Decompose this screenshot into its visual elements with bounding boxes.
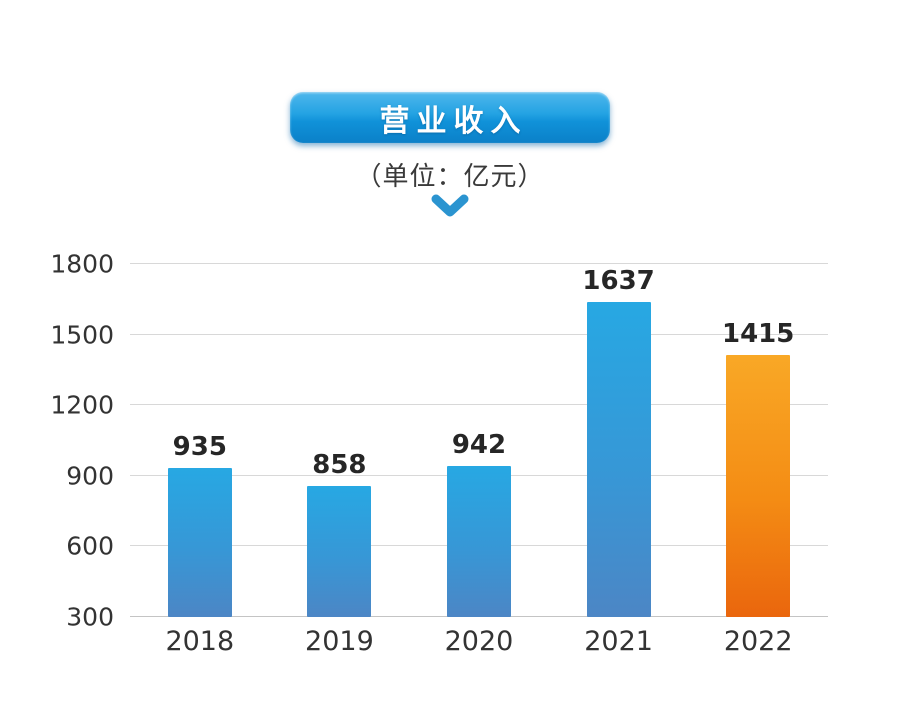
x-axis-tick-label-2022: 2022: [723, 626, 793, 657]
bar-slot-2021: 1637 2021: [549, 264, 689, 655]
gridline-1500: [130, 333, 828, 335]
y-axis-tick-label-1200: 1200: [50, 390, 114, 420]
bars-row: 935 2018 858 2019 942 2020 1637 2021 1415 2022: [130, 264, 828, 655]
bar-slot-2019: 858 2019: [270, 264, 410, 655]
bar-slot-2022: 1415 2022: [688, 264, 828, 655]
bar-value-label-2018: 935: [172, 431, 227, 462]
y-axis-tick-label-600: 600: [66, 531, 114, 561]
chevron-down-icon: [429, 193, 471, 219]
title-badge: 营业收入: [290, 92, 610, 143]
bar-2021: [586, 302, 651, 617]
bar-value-label-2020: 942: [451, 429, 507, 460]
bar-value-label-2019: 858: [312, 449, 367, 480]
x-axis-tick-label-2021: 2021: [584, 626, 653, 657]
bar-value-label-2021: 1637: [582, 266, 655, 297]
y-axis-tick-label-1500: 1500: [50, 320, 114, 350]
bar-value-label-2022: 1415: [721, 318, 795, 349]
y-axis-tick-label-900: 900: [66, 461, 114, 491]
bar-slot-2018: 935 2018: [130, 264, 270, 655]
x-axis-tick-label-2019: 2019: [305, 626, 374, 657]
gridline-1800: [130, 263, 828, 264]
unit-label: （单位：亿元）: [355, 162, 545, 192]
y-axis-tick-label-1800: 1800: [50, 249, 114, 279]
x-axis-tick-label-2018: 2018: [165, 626, 235, 657]
bar-2019: [307, 485, 372, 617]
bar-2022: [726, 354, 791, 617]
gridline-1200: [130, 404, 828, 406]
y-axis-tick-label-300: 300: [66, 602, 114, 632]
page-title: 营业收入: [379, 103, 528, 139]
x-axis-tick-label-2020: 2020: [444, 626, 514, 657]
bar-2018: [167, 467, 232, 617]
bar-2020: [446, 465, 511, 617]
bar-chart: 300 600 900 1200 1500 1800 935 2018 858 2019 942 2…: [50, 252, 828, 655]
bar-slot-2020: 942 2020: [409, 264, 549, 655]
